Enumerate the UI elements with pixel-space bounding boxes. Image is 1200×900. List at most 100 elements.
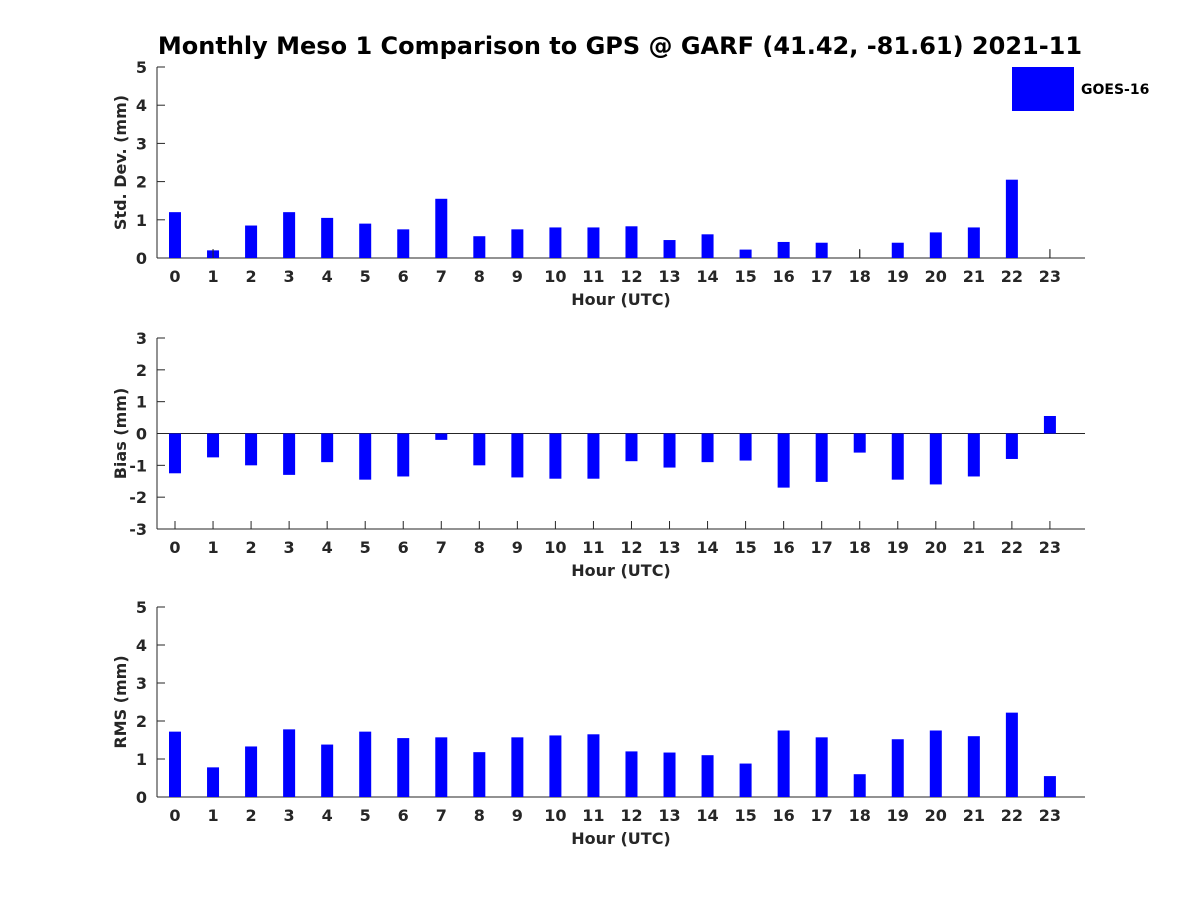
x-tick-label: 15 bbox=[734, 806, 756, 825]
bar bbox=[435, 433, 448, 440]
x-tick-label: 4 bbox=[322, 538, 333, 557]
x-tick-label: 15 bbox=[734, 267, 756, 286]
bar bbox=[169, 212, 181, 258]
y-tick-label: -1 bbox=[129, 456, 147, 475]
bar bbox=[397, 433, 410, 477]
x-tick-label: 16 bbox=[773, 267, 795, 286]
x-tick-label: 0 bbox=[169, 267, 180, 286]
x-tick-label: 14 bbox=[696, 538, 718, 557]
x-tick-label: 18 bbox=[849, 538, 871, 557]
bar bbox=[967, 227, 980, 258]
bar bbox=[549, 433, 562, 479]
y-tick-label: 3 bbox=[136, 134, 147, 153]
bar bbox=[777, 730, 790, 797]
x-tick-label: 21 bbox=[963, 806, 985, 825]
x-tick-label: 0 bbox=[169, 538, 180, 557]
bar bbox=[473, 433, 486, 466]
x-axis-label: Hour (UTC) bbox=[571, 290, 671, 309]
x-tick-label: 13 bbox=[658, 806, 680, 825]
x-tick-label: 8 bbox=[474, 538, 485, 557]
bar bbox=[853, 774, 866, 797]
bar bbox=[435, 198, 448, 258]
x-tick-label: 6 bbox=[398, 806, 409, 825]
x-axis-label: Hour (UTC) bbox=[571, 829, 671, 848]
bar bbox=[549, 227, 562, 258]
y-tick-label: -2 bbox=[129, 488, 147, 507]
bar bbox=[967, 433, 980, 477]
y-tick-label: 5 bbox=[136, 598, 147, 617]
x-tick-label: 6 bbox=[398, 267, 409, 286]
bar bbox=[245, 746, 258, 797]
y-tick-label: 0 bbox=[136, 425, 147, 444]
bar bbox=[701, 755, 714, 797]
bar bbox=[511, 229, 524, 258]
x-tick-label: 23 bbox=[1039, 267, 1061, 286]
bar bbox=[777, 241, 790, 258]
y-axis-label: Std. Dev. (mm) bbox=[111, 95, 130, 230]
x-tick-label: 19 bbox=[887, 806, 909, 825]
x-tick-label: 7 bbox=[436, 538, 447, 557]
legend: GOES-16 bbox=[1012, 67, 1149, 111]
x-tick-label: 22 bbox=[1001, 538, 1023, 557]
bar bbox=[245, 433, 258, 466]
y-tick-label: 1 bbox=[136, 393, 147, 412]
x-tick-label: 21 bbox=[963, 538, 985, 557]
x-tick-label: 10 bbox=[544, 806, 566, 825]
bar bbox=[1043, 415, 1056, 434]
bar bbox=[815, 737, 828, 797]
x-tick-label: 12 bbox=[620, 806, 642, 825]
x-tick-label: 7 bbox=[436, 267, 447, 286]
x-tick-label: 1 bbox=[207, 538, 218, 557]
x-tick-label: 3 bbox=[284, 267, 295, 286]
bar bbox=[1005, 433, 1018, 459]
y-tick-label: 2 bbox=[136, 173, 147, 192]
x-tick-label: 10 bbox=[544, 538, 566, 557]
x-tick-label: 20 bbox=[925, 806, 947, 825]
x-tick-label: 11 bbox=[582, 538, 604, 557]
bar bbox=[701, 234, 714, 258]
bar bbox=[397, 229, 410, 258]
y-tick-label: 1 bbox=[136, 211, 147, 230]
x-tick-label: 4 bbox=[322, 806, 333, 825]
x-tick-label: 14 bbox=[696, 267, 718, 286]
bar bbox=[169, 433, 181, 474]
bar bbox=[777, 433, 790, 488]
x-tick-label: 20 bbox=[925, 267, 947, 286]
bar bbox=[663, 752, 676, 797]
y-tick-label: 1 bbox=[136, 750, 147, 769]
x-tick-label: 17 bbox=[811, 806, 833, 825]
y-tick-label: -3 bbox=[129, 520, 147, 539]
bar bbox=[321, 217, 334, 258]
x-tick-label: 5 bbox=[360, 806, 371, 825]
bar bbox=[625, 751, 638, 797]
bar bbox=[359, 731, 372, 797]
legend-swatch bbox=[1012, 67, 1074, 111]
bar bbox=[511, 433, 524, 478]
x-tick-label: 13 bbox=[658, 538, 680, 557]
bar bbox=[929, 232, 942, 258]
legend-label: GOES-16 bbox=[1081, 82, 1149, 98]
x-tick-label: 23 bbox=[1039, 538, 1061, 557]
x-tick-label: 7 bbox=[436, 806, 447, 825]
bar bbox=[359, 223, 372, 258]
bar bbox=[511, 737, 524, 797]
x-tick-label: 4 bbox=[322, 267, 333, 286]
x-tick-label: 11 bbox=[582, 267, 604, 286]
bar bbox=[701, 433, 714, 463]
bar bbox=[739, 249, 752, 258]
y-tick-label: 2 bbox=[136, 712, 147, 731]
x-tick-label: 18 bbox=[849, 806, 871, 825]
bar bbox=[891, 739, 904, 797]
bar bbox=[207, 433, 220, 458]
bar bbox=[815, 433, 828, 482]
bar bbox=[283, 212, 296, 258]
x-tick-label: 9 bbox=[512, 538, 523, 557]
bar bbox=[1043, 776, 1056, 797]
x-tick-label: 17 bbox=[811, 267, 833, 286]
x-tick-label: 2 bbox=[246, 538, 257, 557]
x-tick-label: 16 bbox=[773, 806, 795, 825]
x-tick-label: 0 bbox=[169, 806, 180, 825]
x-axis-label: Hour (UTC) bbox=[571, 561, 671, 580]
